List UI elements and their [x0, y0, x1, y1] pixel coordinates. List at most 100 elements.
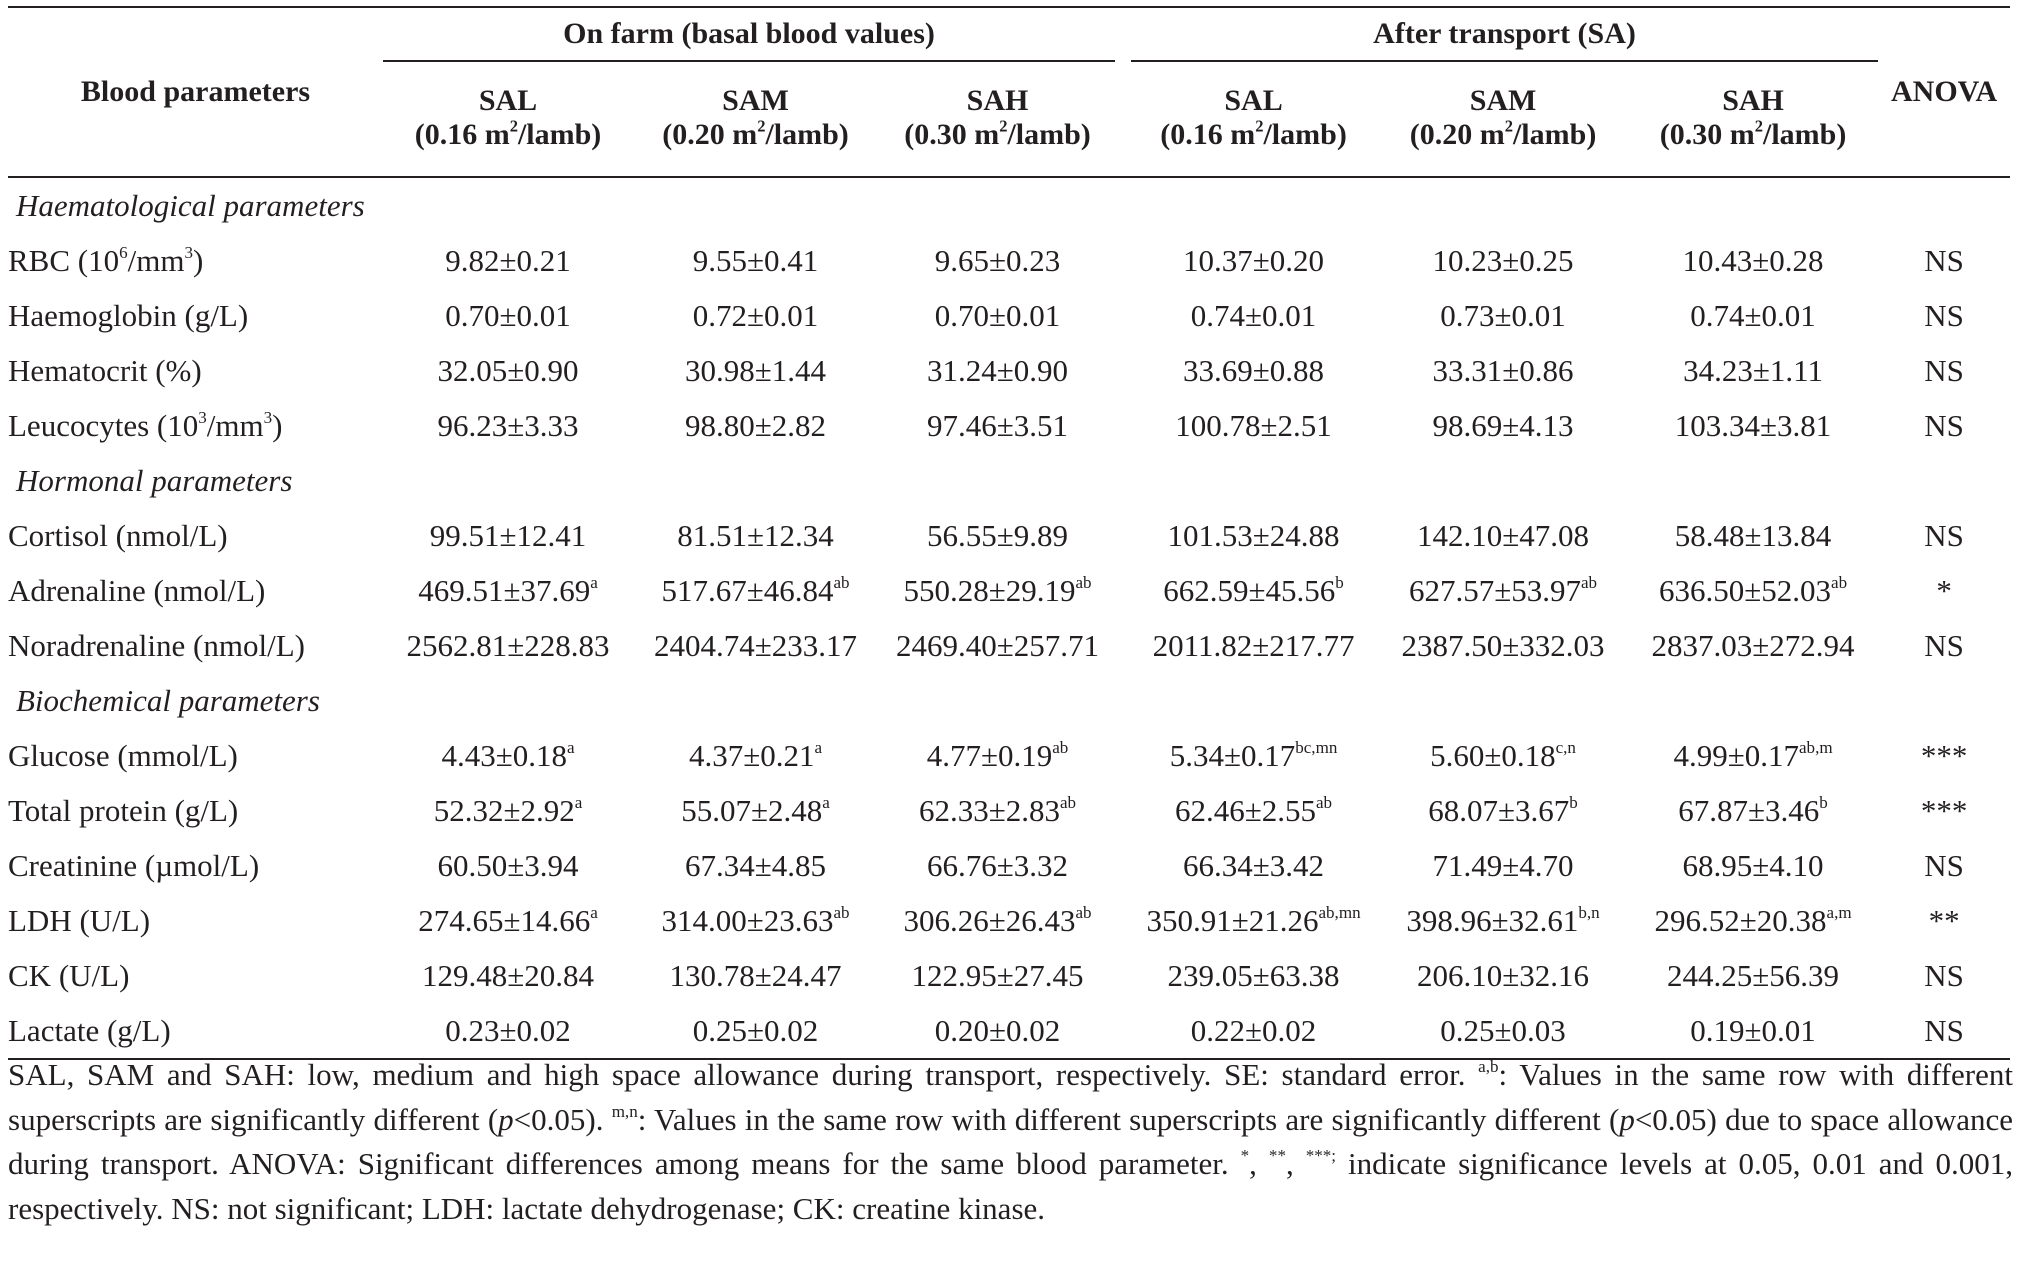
header-group-after-transport: After transport (SA) [1131, 8, 1879, 62]
column-header-name: SAH [966, 83, 1029, 117]
value-cell: 66.76±3.32 [927, 847, 1069, 883]
column-header-name: SAM [722, 83, 789, 117]
value-cell: 636.50±52.03ab [1659, 572, 1848, 608]
column-header: SAH (0.30 m2/lamb) [1628, 62, 1879, 178]
value-cell: 314.00±23.63ab [661, 902, 850, 938]
table-row: Noradrenaline (nmol/L) 2562.81±228.83 2404… [8, 618, 2010, 673]
value-cell: 99.51±12.41 [429, 517, 587, 553]
anova-cell: NS [1878, 1003, 2011, 1060]
value-cell: 469.51±37.69a [418, 572, 598, 608]
value-cell: 129.48±20.84 [421, 957, 594, 993]
value-cell: 274.65±14.66a [418, 902, 598, 938]
anova-cell: NS [1924, 847, 1964, 883]
row-label: Glucose (mmol/L) [8, 737, 238, 773]
table-row: Haemoglobin (g/L) 0.70±0.01 0.72±0.01 0.70±… [8, 288, 2010, 343]
table-row: Lactate (g/L) 0.23±0.02 0.25±0.02 0.20±0.02… [8, 1003, 2011, 1060]
row-label: Noradrenaline (nmol/L) [8, 627, 305, 663]
anova-cell: NS [1924, 242, 1964, 278]
value-cell: 550.28±29.19ab [903, 572, 1092, 608]
value-cell: 0.22±0.02 [1123, 1003, 1379, 1060]
row-label: Creatinine (µmol/L) [8, 847, 260, 883]
anova-cell: *** [1920, 737, 1968, 773]
value-cell: 58.48±13.84 [1674, 517, 1832, 553]
row-label: Leucocytes (103/mm3) [8, 407, 283, 443]
value-cell: 296.52±20.38a,m [1654, 902, 1852, 938]
table-header: Blood parameters On farm (basal blood va… [8, 6, 2011, 178]
value-cell: 52.32±2.92a [433, 792, 583, 828]
column-header-name: SAM [1469, 83, 1537, 117]
value-cell: 10.37±0.20 [1183, 242, 1325, 278]
table-row: Hematocrit (%) 32.05±0.90 30.98±1.44 31.24±… [8, 343, 2010, 398]
value-cell: 0.23±0.02 [383, 1003, 633, 1060]
table-row: Total protein (g/L) 52.32±2.92a 55.07±2.48… [8, 783, 2010, 838]
blood-parameters-table: Blood parameters On farm (basal blood va… [8, 6, 2011, 1060]
anova-cell: NS [1924, 627, 1964, 663]
value-cell: 30.98±1.44 [684, 352, 826, 388]
table-row: Cortisol (nmol/L) 99.51±12.41 81.51±12.34 5… [8, 508, 2010, 563]
value-cell: 0.72±0.01 [692, 297, 819, 333]
value-cell: 2562.81±228.83 [406, 627, 610, 663]
anova-cell: NS [1924, 517, 1964, 553]
anova-cell: NS [1924, 297, 1964, 333]
value-cell: 10.23±0.25 [1432, 242, 1574, 278]
value-cell: 66.34±3.42 [1183, 847, 1325, 883]
value-cell: 81.51±12.34 [677, 517, 834, 553]
value-cell: 62.33±2.83ab [918, 792, 1077, 828]
value-cell: 0.70±0.01 [934, 297, 1061, 333]
value-cell: 398.96±32.61b,n [1406, 902, 1600, 938]
value-cell: 10.43±0.28 [1682, 242, 1824, 278]
value-cell: 0.70±0.01 [445, 297, 571, 333]
value-cell: 33.31±0.86 [1432, 352, 1574, 388]
header-anova: ANOVA [1878, 6, 2011, 178]
value-cell: 9.65±0.23 [934, 242, 1061, 278]
row-label: Lactate (g/L) [8, 1003, 383, 1060]
section-row: Haematological parameters [8, 177, 2010, 233]
column-header-space: (0.20 m2/lamb) [1409, 116, 1597, 151]
value-cell: 55.07±2.48a [681, 792, 830, 828]
value-cell: 100.78±2.51 [1175, 407, 1332, 443]
column-header-name: SAL [1224, 83, 1283, 117]
value-cell: 142.10±47.08 [1417, 517, 1590, 553]
value-cell: 0.74±0.01 [1690, 297, 1816, 333]
column-header-space: (0.30 m2/lamb) [1659, 116, 1847, 151]
value-cell: 9.82±0.21 [445, 242, 571, 278]
table-row: LDH (U/L) 274.65±14.66a 314.00±23.63ab 306.… [8, 893, 2010, 948]
value-cell: 98.69±4.13 [1432, 407, 1574, 443]
column-header: SAH (0.30 m2/lamb) [878, 62, 1124, 178]
row-label: CK (U/L) [8, 957, 130, 993]
value-cell: 0.20±0.02 [878, 1003, 1124, 1060]
column-header: SAM (0.20 m2/lamb) [1378, 62, 1629, 178]
value-cell: 101.53±24.88 [1167, 517, 1340, 553]
anova-cell: NS [1924, 957, 1964, 993]
section-row: Biochemical parameters [8, 673, 2010, 728]
row-label: Cortisol (nmol/L) [8, 517, 228, 553]
value-cell: 130.78±24.47 [669, 957, 842, 993]
column-header-name: SAL [478, 83, 538, 117]
value-cell: 0.19±0.01 [1628, 1003, 1879, 1060]
value-cell: 206.10±32.16 [1417, 957, 1590, 993]
value-cell: 34.23±1.11 [1683, 352, 1823, 388]
value-cell: 350.91±21.26ab,mn [1146, 902, 1361, 938]
value-cell: 5.60±0.18c,n [1430, 737, 1576, 773]
table-row: Leucocytes (103/mm3) 96.23±3.33 98.80±2.82… [8, 398, 2010, 453]
value-cell: 0.25±0.03 [1378, 1003, 1629, 1060]
value-cell: 306.26±26.43ab [903, 902, 1092, 938]
value-cell: 68.07±3.67b [1428, 792, 1578, 828]
value-cell: 662.59±45.56b [1163, 572, 1344, 608]
table-body: Haematological parameters RBC (106/mm3) 9.… [8, 177, 2011, 1060]
value-cell: 0.73±0.01 [1440, 297, 1566, 333]
anova-cell: NS [1924, 407, 1964, 443]
value-cell: 0.74±0.01 [1190, 297, 1317, 333]
anova-cell: * [1936, 572, 1952, 608]
column-header-space: (0.16 m2/lamb) [1160, 116, 1347, 151]
value-cell: 4.99±0.17ab,m [1673, 737, 1833, 773]
section-title: Biochemical parameters [16, 682, 320, 718]
value-cell: 9.55±0.41 [692, 242, 819, 278]
anova-cell: *** [1920, 792, 1968, 828]
header-group-on-farm: On farm (basal blood values) [383, 8, 1116, 62]
row-label: Adrenaline (nmol/L) [8, 572, 266, 608]
value-cell: 122.95±27.45 [911, 957, 1084, 993]
anova-cell: ** [1928, 902, 1960, 938]
header-blood-parameters: Blood parameters [8, 6, 383, 178]
